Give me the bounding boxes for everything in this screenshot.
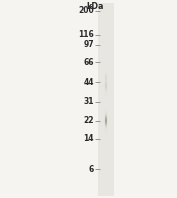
Text: 66: 66 bbox=[83, 58, 94, 67]
Text: 14: 14 bbox=[83, 134, 94, 143]
Text: 31: 31 bbox=[83, 97, 94, 107]
Text: 44: 44 bbox=[83, 78, 94, 87]
Text: 200: 200 bbox=[78, 6, 94, 15]
Bar bbox=[98, 4, 113, 196]
Text: 6: 6 bbox=[88, 165, 94, 174]
Text: 22: 22 bbox=[83, 116, 94, 125]
Text: 97: 97 bbox=[83, 40, 94, 49]
Text: 116: 116 bbox=[78, 30, 94, 39]
Text: kDa: kDa bbox=[87, 2, 104, 11]
